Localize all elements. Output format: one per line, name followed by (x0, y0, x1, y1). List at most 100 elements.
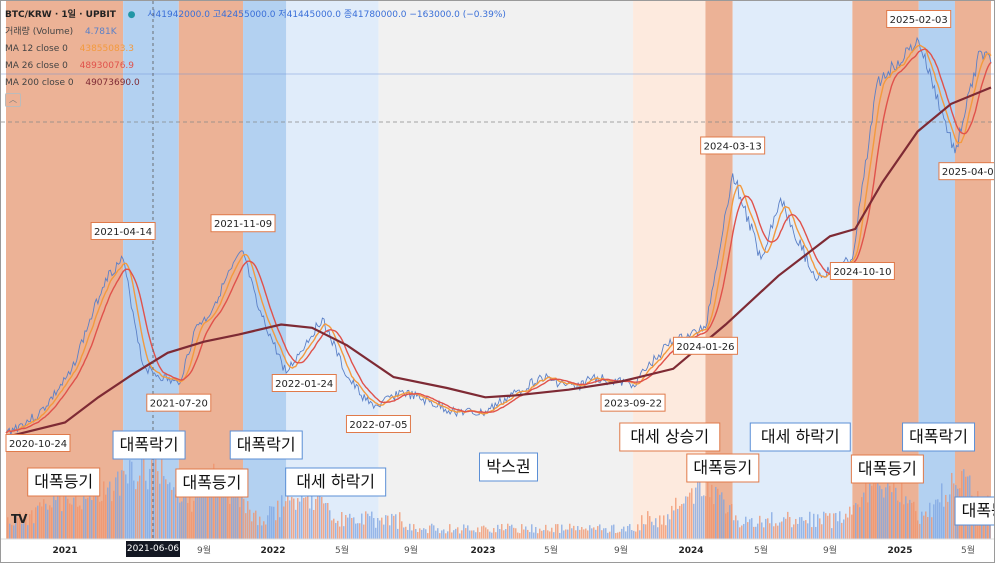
tradingview-logo[interactable]: TV (11, 512, 28, 526)
ma12-label: MA 12 close 0 (5, 44, 68, 54)
volume-bar (65, 495, 67, 539)
volume-bar (389, 525, 391, 539)
volume-bar (711, 484, 713, 539)
volume-bar (717, 488, 719, 539)
volume-bar (671, 505, 673, 539)
chevron-up-icon[interactable]: ︿ (5, 93, 21, 107)
volume-bar (519, 533, 521, 539)
volume-bar (495, 532, 497, 539)
volume-bar (621, 528, 623, 539)
volume-bar (317, 492, 319, 539)
volume-bar (11, 524, 13, 539)
volume-bar (757, 523, 759, 539)
legend-ma12-row[interactable]: MA 12 close 0 43855083.3 (5, 41, 506, 58)
x-tick-label: 5월 (544, 544, 558, 556)
volume-bar (889, 485, 891, 539)
volume-bar (669, 519, 671, 539)
volume-bar (567, 529, 569, 539)
date-callout-text: 2021-07-20 (150, 399, 208, 410)
volume-bar (233, 489, 235, 539)
volume-bar (627, 525, 629, 539)
volume-bar (133, 480, 135, 539)
volume-bar (35, 507, 37, 539)
volume-bar (907, 503, 909, 539)
legend-ma200-row[interactable]: MA 200 close 0 49073690.0 (5, 75, 506, 92)
volume-bar (859, 507, 861, 539)
volume-bar (149, 468, 151, 539)
volume-bar (447, 531, 449, 539)
volume-bar (259, 516, 261, 539)
volume-bar (815, 526, 817, 539)
volume-bar (81, 509, 83, 539)
volume-bar (7, 517, 9, 539)
volume-bar (739, 527, 741, 539)
volume-bar (385, 515, 387, 539)
volume-bar (723, 499, 725, 539)
volume-bar (699, 477, 701, 539)
volume-bar (201, 483, 203, 539)
ohlc-values: 시41942000.0 고42455000.0 저41445000.0 종417… (147, 10, 506, 20)
ma200-label: MA 200 close 0 (5, 78, 74, 88)
volume-bar (323, 503, 325, 539)
volume-bar (749, 519, 751, 539)
volume-bar (661, 524, 663, 539)
volume-bar (27, 525, 29, 539)
volume-bar (91, 500, 93, 539)
date-callout-8: 2024-03-13 (700, 136, 766, 155)
volume-bar (657, 527, 659, 539)
volume-bar (819, 518, 821, 539)
volume-bar (919, 523, 921, 539)
volume-bar (509, 525, 511, 539)
volume-bar (571, 528, 573, 539)
phase-label-text: 대폭등기 (858, 459, 917, 478)
volume-bar (409, 523, 411, 539)
volume-bar (909, 499, 911, 539)
phase-label-box (175, 468, 249, 498)
volume-bar (517, 532, 519, 539)
volume-bar (39, 502, 41, 539)
volume-bar (715, 486, 717, 539)
volume-bar (269, 506, 271, 539)
volume-bar (537, 533, 539, 539)
chart-legend: BTC/KRW · 1일 · UPBIT ● 시41942000.0 고4245… (5, 7, 506, 109)
volume-bar (25, 512, 27, 539)
volume-bar (143, 458, 145, 539)
volume-bar (381, 517, 383, 539)
legend-ma26-row[interactable]: MA 26 close 0 48930076.9 (5, 58, 506, 75)
volume-bar (113, 490, 115, 539)
volume-bar (189, 496, 191, 539)
volume-bar (525, 526, 527, 539)
volume-bar (161, 454, 163, 539)
volume-bar (325, 503, 327, 539)
symbol-title[interactable]: BTC/KRW · 1일 · UPBIT (5, 10, 116, 20)
period-band-5 (378, 1, 634, 539)
volume-bar (53, 491, 55, 539)
volume-bar (579, 529, 581, 539)
volume-bar (121, 470, 123, 539)
volume-bar (119, 495, 121, 539)
volume-bar (581, 527, 583, 539)
volume-bar (847, 517, 849, 539)
volume-bar (87, 497, 89, 539)
volume-bar (583, 529, 585, 539)
volume-bar (457, 527, 459, 539)
volume-bar (251, 521, 253, 539)
phase-label-text: 대세 하락기 (761, 427, 840, 446)
legend-volume-row[interactable]: 거래량 (Volume) 4.781K (5, 24, 506, 41)
date-callout-box (700, 136, 766, 155)
volume-bar (479, 532, 481, 539)
volume-bar (499, 529, 501, 539)
volume-bar (23, 519, 25, 539)
volume-bar (85, 498, 87, 539)
volume-bar (515, 528, 517, 539)
volume-bar (875, 468, 877, 539)
volume-bar (817, 514, 819, 539)
volume-bar (755, 526, 757, 539)
phase-label-8: 대세 하락기 (749, 422, 851, 452)
volume-bar (467, 525, 469, 539)
volume-bar (61, 511, 63, 539)
phase-label-3: 대폭락기 (229, 430, 303, 460)
volume-bar (307, 488, 309, 539)
volume-bar (759, 515, 761, 539)
